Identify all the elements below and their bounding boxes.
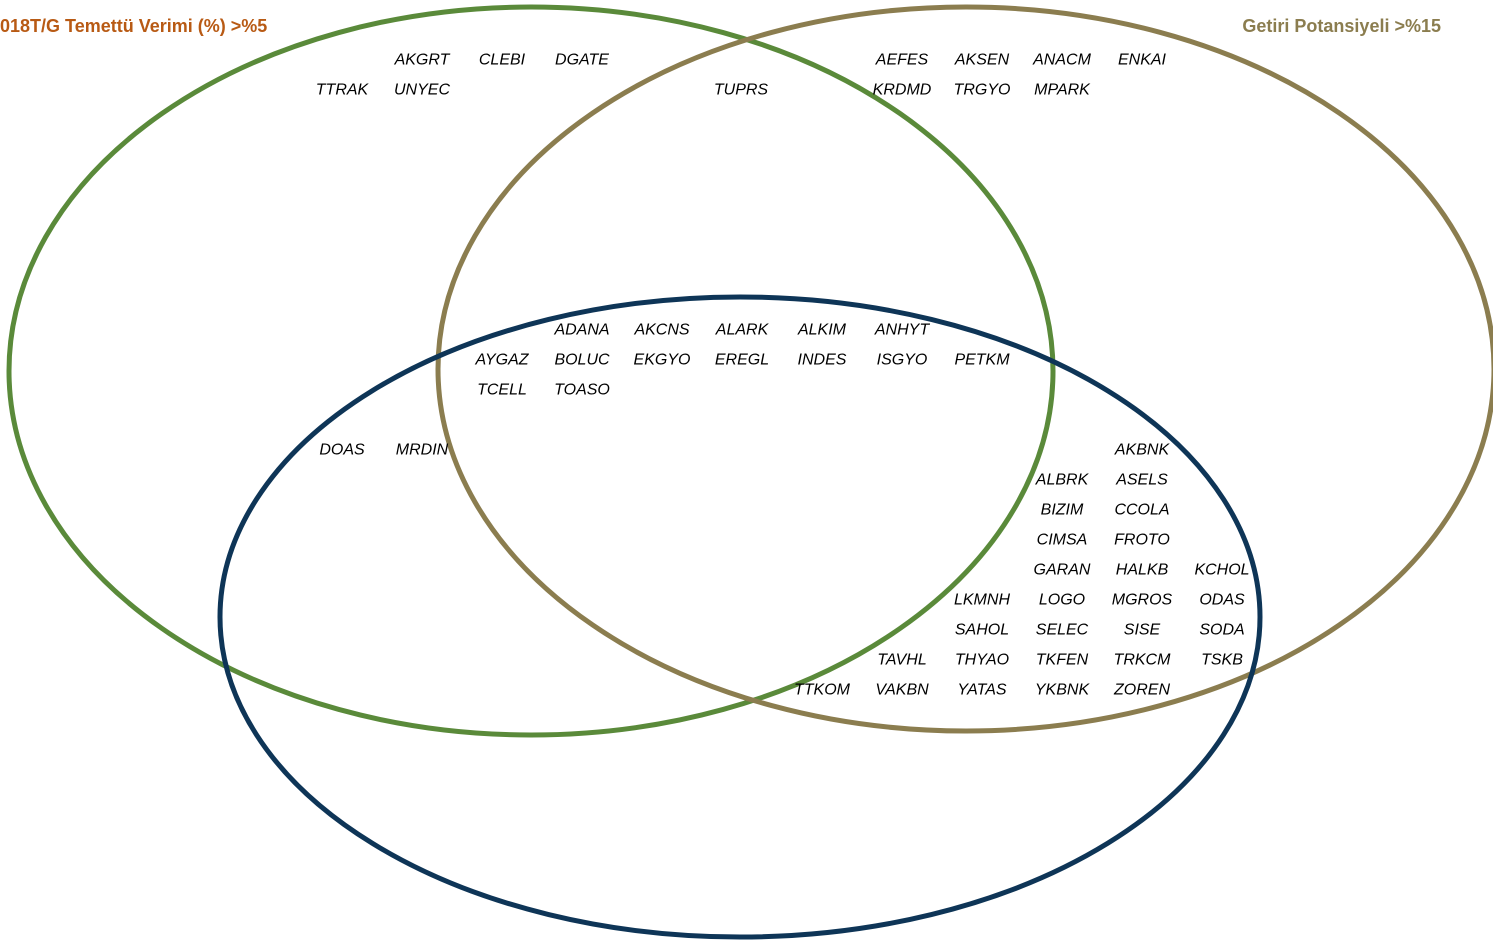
ticker-indes: INDES	[798, 352, 847, 369]
set-b-title: Getiri Potansiyeli >%15	[1242, 16, 1441, 36]
ticker-halkb: HALKB	[1116, 562, 1169, 579]
ticker-logo: LOGO	[1039, 592, 1085, 609]
set-a-ellipse	[6, 4, 1056, 738]
ticker-doas: DOAS	[319, 442, 365, 459]
ticker-toaso: TOASO	[554, 382, 610, 399]
ticker-mgros: MGROS	[1112, 592, 1173, 609]
ticker-aefes: AEFES	[875, 52, 929, 69]
ticker-mrdin: MRDIN	[396, 442, 449, 459]
ticker-isgyo: ISGYO	[877, 352, 928, 369]
ticker-ccola: CCOLA	[1114, 502, 1169, 519]
ticker-alkim: ALKIM	[797, 322, 847, 339]
ticker-sise: SISE	[1124, 622, 1161, 639]
ticker-aksen: AKSEN	[954, 52, 1010, 69]
ticker-anacm: ANACM	[1032, 52, 1091, 69]
ticker-akcns: AKCNS	[633, 322, 689, 339]
ticker-tskb: TSKB	[1201, 652, 1243, 669]
ticker-garan: GARAN	[1034, 562, 1091, 579]
ticker-trkcm: TRKCM	[1114, 652, 1172, 669]
ticker-aygaz: AYGAZ	[474, 352, 529, 369]
ticker-yatas: YATAS	[957, 682, 1007, 699]
ticker-thyao: THYAO	[955, 652, 1009, 669]
ticker-akbnk: AKBNK	[1114, 442, 1171, 459]
set-c-ellipse	[217, 294, 1263, 940]
ticker-adana: ADANA	[553, 322, 609, 339]
ticker-lkmnh: LKMNH	[954, 592, 1010, 609]
ticker-tcell: TCELL	[477, 382, 527, 399]
ticker-anhyt: ANHYT	[874, 322, 930, 339]
ticker-kchol: KCHOL	[1194, 562, 1249, 579]
ticker-akgrt: AKGRT	[394, 52, 451, 69]
set-b-ellipse	[435, 4, 1493, 734]
ticker-unyec: UNYEC	[394, 82, 450, 99]
ticker-mpark: MPARK	[1034, 82, 1091, 99]
ticker-trgyo: TRGYO	[954, 82, 1011, 99]
ticker-ttrak: TTRAK	[316, 82, 370, 99]
ticker-tuprs: TUPRS	[714, 82, 769, 99]
ticker-bizim: BIZIM	[1041, 502, 1084, 519]
ticker-sahol: SAHOL	[955, 622, 1009, 639]
ticker-selec: SELEC	[1036, 622, 1089, 639]
ticker-petkm: PETKM	[954, 352, 1010, 369]
ticker-tavhl: TAVHL	[877, 652, 927, 669]
ticker-vakbn: VAKBN	[875, 682, 929, 699]
ticker-boluc: BOLUC	[554, 352, 610, 369]
ticker-ekgyo: EKGYO	[634, 352, 691, 369]
ticker-asels: ASELS	[1115, 472, 1168, 489]
ticker-tkfen: TKFEN	[1036, 652, 1089, 669]
ticker-enkai: ENKAI	[1118, 52, 1167, 69]
ticker-cimsa: CIMSA	[1037, 532, 1088, 549]
ticker-froto: FROTO	[1114, 532, 1170, 549]
ticker-krdmd: KRDMD	[873, 82, 932, 99]
ticker-odas: ODAS	[1199, 592, 1245, 609]
set-a-title: 018T/G Temettü Verimi (%) >%5	[0, 16, 268, 36]
ticker-albrk: ALBRK	[1035, 472, 1090, 489]
ticker-alark: ALARK	[715, 322, 770, 339]
ticker-zoren: ZOREN	[1113, 682, 1170, 699]
ticker-clebi: CLEBI	[479, 52, 526, 69]
ticker-ykbnk: YKBNK	[1035, 682, 1091, 699]
ticker-dgate: DGATE	[555, 52, 609, 69]
ticker-ttkom: TTKOM	[794, 682, 851, 699]
ticker-soda: SODA	[1199, 622, 1244, 639]
ticker-eregl: EREGL	[715, 352, 769, 369]
